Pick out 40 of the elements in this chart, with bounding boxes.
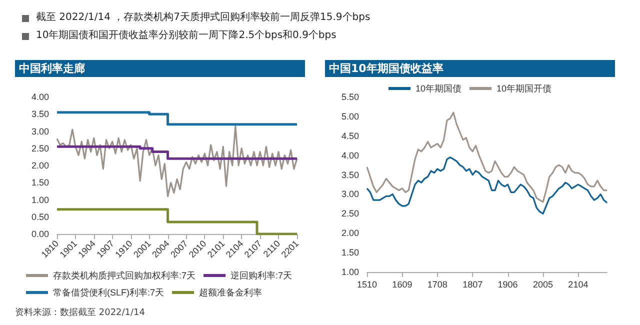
y-tick-label: 0.50 xyxy=(31,212,49,222)
text: 资料来源：数据截至 2022/1/14 xyxy=(15,306,146,319)
chart-title: 中国10年期国债收益率 xyxy=(325,60,615,77)
x-tick-label: 1906 xyxy=(498,280,518,290)
y-tick-label: 5.00 xyxy=(341,111,359,122)
legend-label: 逆回购利率:7天 xyxy=(230,270,292,280)
y-tick-label: 1.00 xyxy=(31,194,49,205)
y-tick-label: 1.00 xyxy=(341,267,359,277)
y-tick-label: 2.00 xyxy=(341,228,359,238)
line-series xyxy=(366,156,608,214)
y-tick-label: 2.00 xyxy=(31,160,49,170)
chart-title: 中国利率走廊 xyxy=(15,60,305,77)
line-series xyxy=(366,112,608,203)
y-tick-label: 3.50 xyxy=(31,109,49,120)
legend-label: 常备借贷便利(SLF)利率:7天 xyxy=(53,288,164,298)
legend-label: 10年期国债 xyxy=(415,84,462,94)
y-tick-label: 2.50 xyxy=(341,208,359,219)
text: 10年期国债和国开债收益率分别较前一周下降2.5个bps和0.9个bps xyxy=(36,28,336,43)
y-tick-label: 3.50 xyxy=(341,170,359,180)
x-tick-label: 1807 xyxy=(462,280,483,290)
legend-label: 存款类机构质押式回购加权利率:7天 xyxy=(53,270,196,280)
line-series xyxy=(56,125,298,198)
y-tick-label: 4.00 xyxy=(31,92,49,102)
y-tick-label: 3.00 xyxy=(31,126,49,136)
x-tick-label: 2005 xyxy=(532,280,554,290)
y-tick-label: 4.50 xyxy=(341,130,359,141)
y-tick-label: 0.00 xyxy=(31,229,49,239)
y-tick-label: 1.50 xyxy=(341,248,359,258)
text: 截至 2022/1/14 ，存款类机构7天质押式回购利率较前一周反弹15.9个bps xyxy=(36,10,370,25)
y-tick-label: 2.50 xyxy=(31,143,49,154)
x-tick-label: 1609 xyxy=(392,280,412,290)
legend-label: 10年期国开债 xyxy=(496,84,552,94)
y-tick-label: 1.50 xyxy=(31,178,49,188)
legend-label: 超额准备金利率 xyxy=(199,288,262,298)
x-tick-label: 1708 xyxy=(427,280,448,290)
x-tick-label: 2104 xyxy=(568,280,588,290)
x-tick-label: 1510 xyxy=(356,280,378,290)
y-tick-label: 4.00 xyxy=(341,150,359,160)
y-tick-label: 3.00 xyxy=(341,189,359,200)
y-tick-label: 5.50 xyxy=(341,92,359,102)
